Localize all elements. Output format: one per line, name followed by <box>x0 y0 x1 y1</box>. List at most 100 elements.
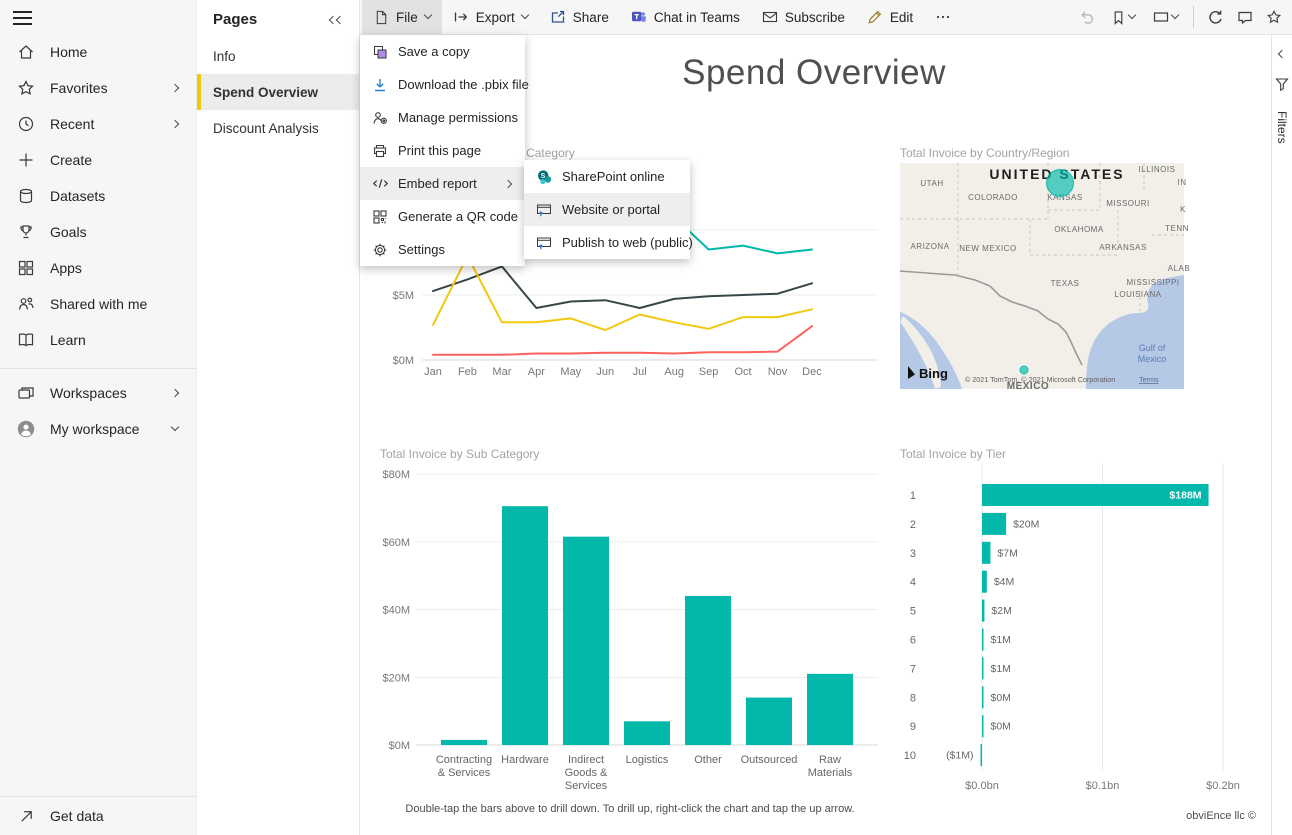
drill-instructions: Double-tap the bars above to drill down.… <box>405 803 855 815</box>
map-terms-link[interactable]: Terms <box>1139 375 1159 384</box>
toolbar-export-button[interactable]: Export <box>442 0 539 34</box>
home-icon <box>17 43 35 61</box>
page-item-info[interactable]: Info <box>197 38 359 74</box>
sidebar-item-label: Recent <box>50 116 95 132</box>
svg-text:© 2021 TomTom, © 2021 Microsof: © 2021 TomTom, © 2021 Microsoft Corporat… <box>965 375 1115 384</box>
sidebar-item-datasets[interactable]: Datasets <box>0 178 196 214</box>
menu-item-label: Print this page <box>398 143 482 158</box>
svg-text:($1M): ($1M) <box>946 750 973 762</box>
svg-text:Mar: Mar <box>492 366 511 378</box>
bookmarks-button[interactable] <box>1102 3 1144 31</box>
chevron-right-icon <box>170 83 180 93</box>
menu-item-print-this-page[interactable]: Print this page <box>360 134 525 167</box>
subcategory-bar-chart[interactable]: $0M $20M $40M $60M $80M Contracting & Services… <box>380 445 880 800</box>
pages-panel: Pages Info Spend Overview Discount Analysi… <box>197 0 360 835</box>
svg-text:Feb: Feb <box>458 366 477 378</box>
menu-item-generate-a-qr-code[interactable]: Generate a QR code <box>360 200 525 233</box>
svg-text:Nov: Nov <box>768 366 788 378</box>
menu-item-label: Publish to web (public) <box>562 235 693 250</box>
filters-rail: Filters <box>1271 35 1292 835</box>
svg-text:Bing: Bing <box>919 366 948 381</box>
sidebar-footer: Get data <box>0 796 196 835</box>
page-item-spend-overview[interactable]: Spend Overview <box>197 74 359 110</box>
menu-item-settings[interactable]: Settings <box>360 233 525 266</box>
toolbar-subscribe-label: Subscribe <box>784 9 845 25</box>
pages-list: Info Spend Overview Discount Analysis <box>197 38 359 146</box>
svg-text:3: 3 <box>910 548 916 560</box>
sidebar-item-label: Goals <box>50 224 87 240</box>
report-page-title: Spend Overview <box>682 53 946 92</box>
toolbar-more-options-button[interactable] <box>924 0 962 34</box>
svg-text:Outsourced: Outsourced <box>741 754 798 766</box>
sidebar-nav: Home Favorites Recent Create Datasets Goals Ap… <box>0 34 196 358</box>
chevron-right-icon <box>503 179 513 188</box>
view-frame-icon <box>1153 12 1168 22</box>
menu-item-download-the-pbix-file[interactable]: Download the .pbix file <box>360 68 529 101</box>
export-icon <box>453 9 469 25</box>
svg-text:MISSOURI: MISSOURI <box>1106 199 1150 208</box>
svg-text:NEW MEXICO: NEW MEXICO <box>959 244 1016 253</box>
chevron-down-icon <box>423 10 433 20</box>
sidebar-item-workspaces[interactable]: Workspaces <box>0 375 196 411</box>
toolbar-subscribe-button[interactable]: Subscribe <box>751 0 856 34</box>
sidebar-item-get-data[interactable]: Get data <box>0 797 196 835</box>
menu-item-save-a-copy[interactable]: Save a copy <box>360 35 525 68</box>
toolbar-export-label: Export <box>475 9 515 25</box>
svg-text:S: S <box>541 173 546 180</box>
toolbar-right-icons <box>1073 0 1288 34</box>
map-data-bubbles[interactable] <box>1019 169 1074 375</box>
sidebar-item-home[interactable]: Home <box>0 34 196 70</box>
tier-bar-chart[interactable]: $0.0bn $0.1bn $0.2bn 1 $188M 2 $20M 3 $7M 4 $4M 5 $2… <box>900 445 1250 795</box>
sidebar-item-learn[interactable]: Learn <box>0 322 196 358</box>
svg-text:ALAB: ALAB <box>1168 264 1190 273</box>
sidebar-item-recent[interactable]: Recent <box>0 106 196 142</box>
sidebar-item-label: Get data <box>50 808 104 824</box>
bing-logo: Bing <box>908 366 948 381</box>
submenu-item-sharepoint-online[interactable]: S SharePoint online <box>524 160 690 193</box>
menu-item-label: Manage permissions <box>398 110 518 125</box>
sidebar-item-apps[interactable]: Apps <box>0 250 196 286</box>
star-icon <box>1266 9 1281 24</box>
collapse-pages-icon[interactable] <box>328 15 345 25</box>
sidebar-item-my-workspace[interactable]: My workspace <box>0 411 196 447</box>
bookmark-icon <box>1114 10 1123 25</box>
svg-text:Apr: Apr <box>528 366 545 378</box>
svg-text:$20M: $20M <box>1013 518 1039 530</box>
svg-text:Hardware: Hardware <box>501 754 549 766</box>
submenu-item-website-or-portal[interactable]: Website or portal <box>524 193 690 226</box>
pencil-icon <box>867 9 883 25</box>
filter-funnel-icon[interactable] <box>1275 77 1289 91</box>
toolbar-edit-button[interactable]: Edit <box>856 0 924 34</box>
submenu-item-publish-to-web-public[interactable]: Publish to web (public) <box>524 226 693 259</box>
svg-text:Oct: Oct <box>734 366 751 378</box>
sidebar-item-shared-with-me[interactable]: Shared with me <box>0 286 196 322</box>
view-button[interactable] <box>1144 3 1186 31</box>
refresh-button[interactable] <box>1201 3 1230 31</box>
sidebar-item-create[interactable]: Create <box>0 142 196 178</box>
toolbar-file-button[interactable]: File <box>362 0 442 34</box>
recent-icon <box>17 115 35 133</box>
page-item-discount-analysis[interactable]: Discount Analysis <box>197 110 359 146</box>
tier-chart-title: Total Invoice by Tier <box>900 447 1007 461</box>
toolbar-chat-in-teams-button[interactable]: Chat in Teams <box>620 0 751 34</box>
menu-item-manage-permissions[interactable]: Manage permissions <box>360 101 525 134</box>
undo-icon <box>1081 10 1094 24</box>
comments-button[interactable] <box>1230 3 1259 31</box>
toolbar-share-button[interactable]: Share <box>539 0 620 34</box>
favorite-button[interactable] <box>1259 3 1288 31</box>
hamburger-menu-button[interactable] <box>10 6 34 30</box>
sidebar-item-label: Datasets <box>50 188 106 204</box>
menu-item-embed-report[interactable]: Embed report <box>360 167 525 200</box>
undo-button[interactable] <box>1073 3 1102 31</box>
sidebar-item-favorites[interactable]: Favorites <box>0 70 196 106</box>
line-chart[interactable]: $0M$5M$10MJanFebMarAprMayJunJulAugSepOct… <box>380 145 880 385</box>
sidebar-item-label: Learn <box>50 332 86 348</box>
svg-text:$1M: $1M <box>991 634 1011 646</box>
expand-filters-icon[interactable] <box>1277 49 1287 59</box>
envelope-icon <box>762 9 778 25</box>
sidebar-item-label: Create <box>50 152 93 168</box>
sidebar-item-goals[interactable]: Goals <box>0 214 196 250</box>
share-icon <box>550 9 566 25</box>
